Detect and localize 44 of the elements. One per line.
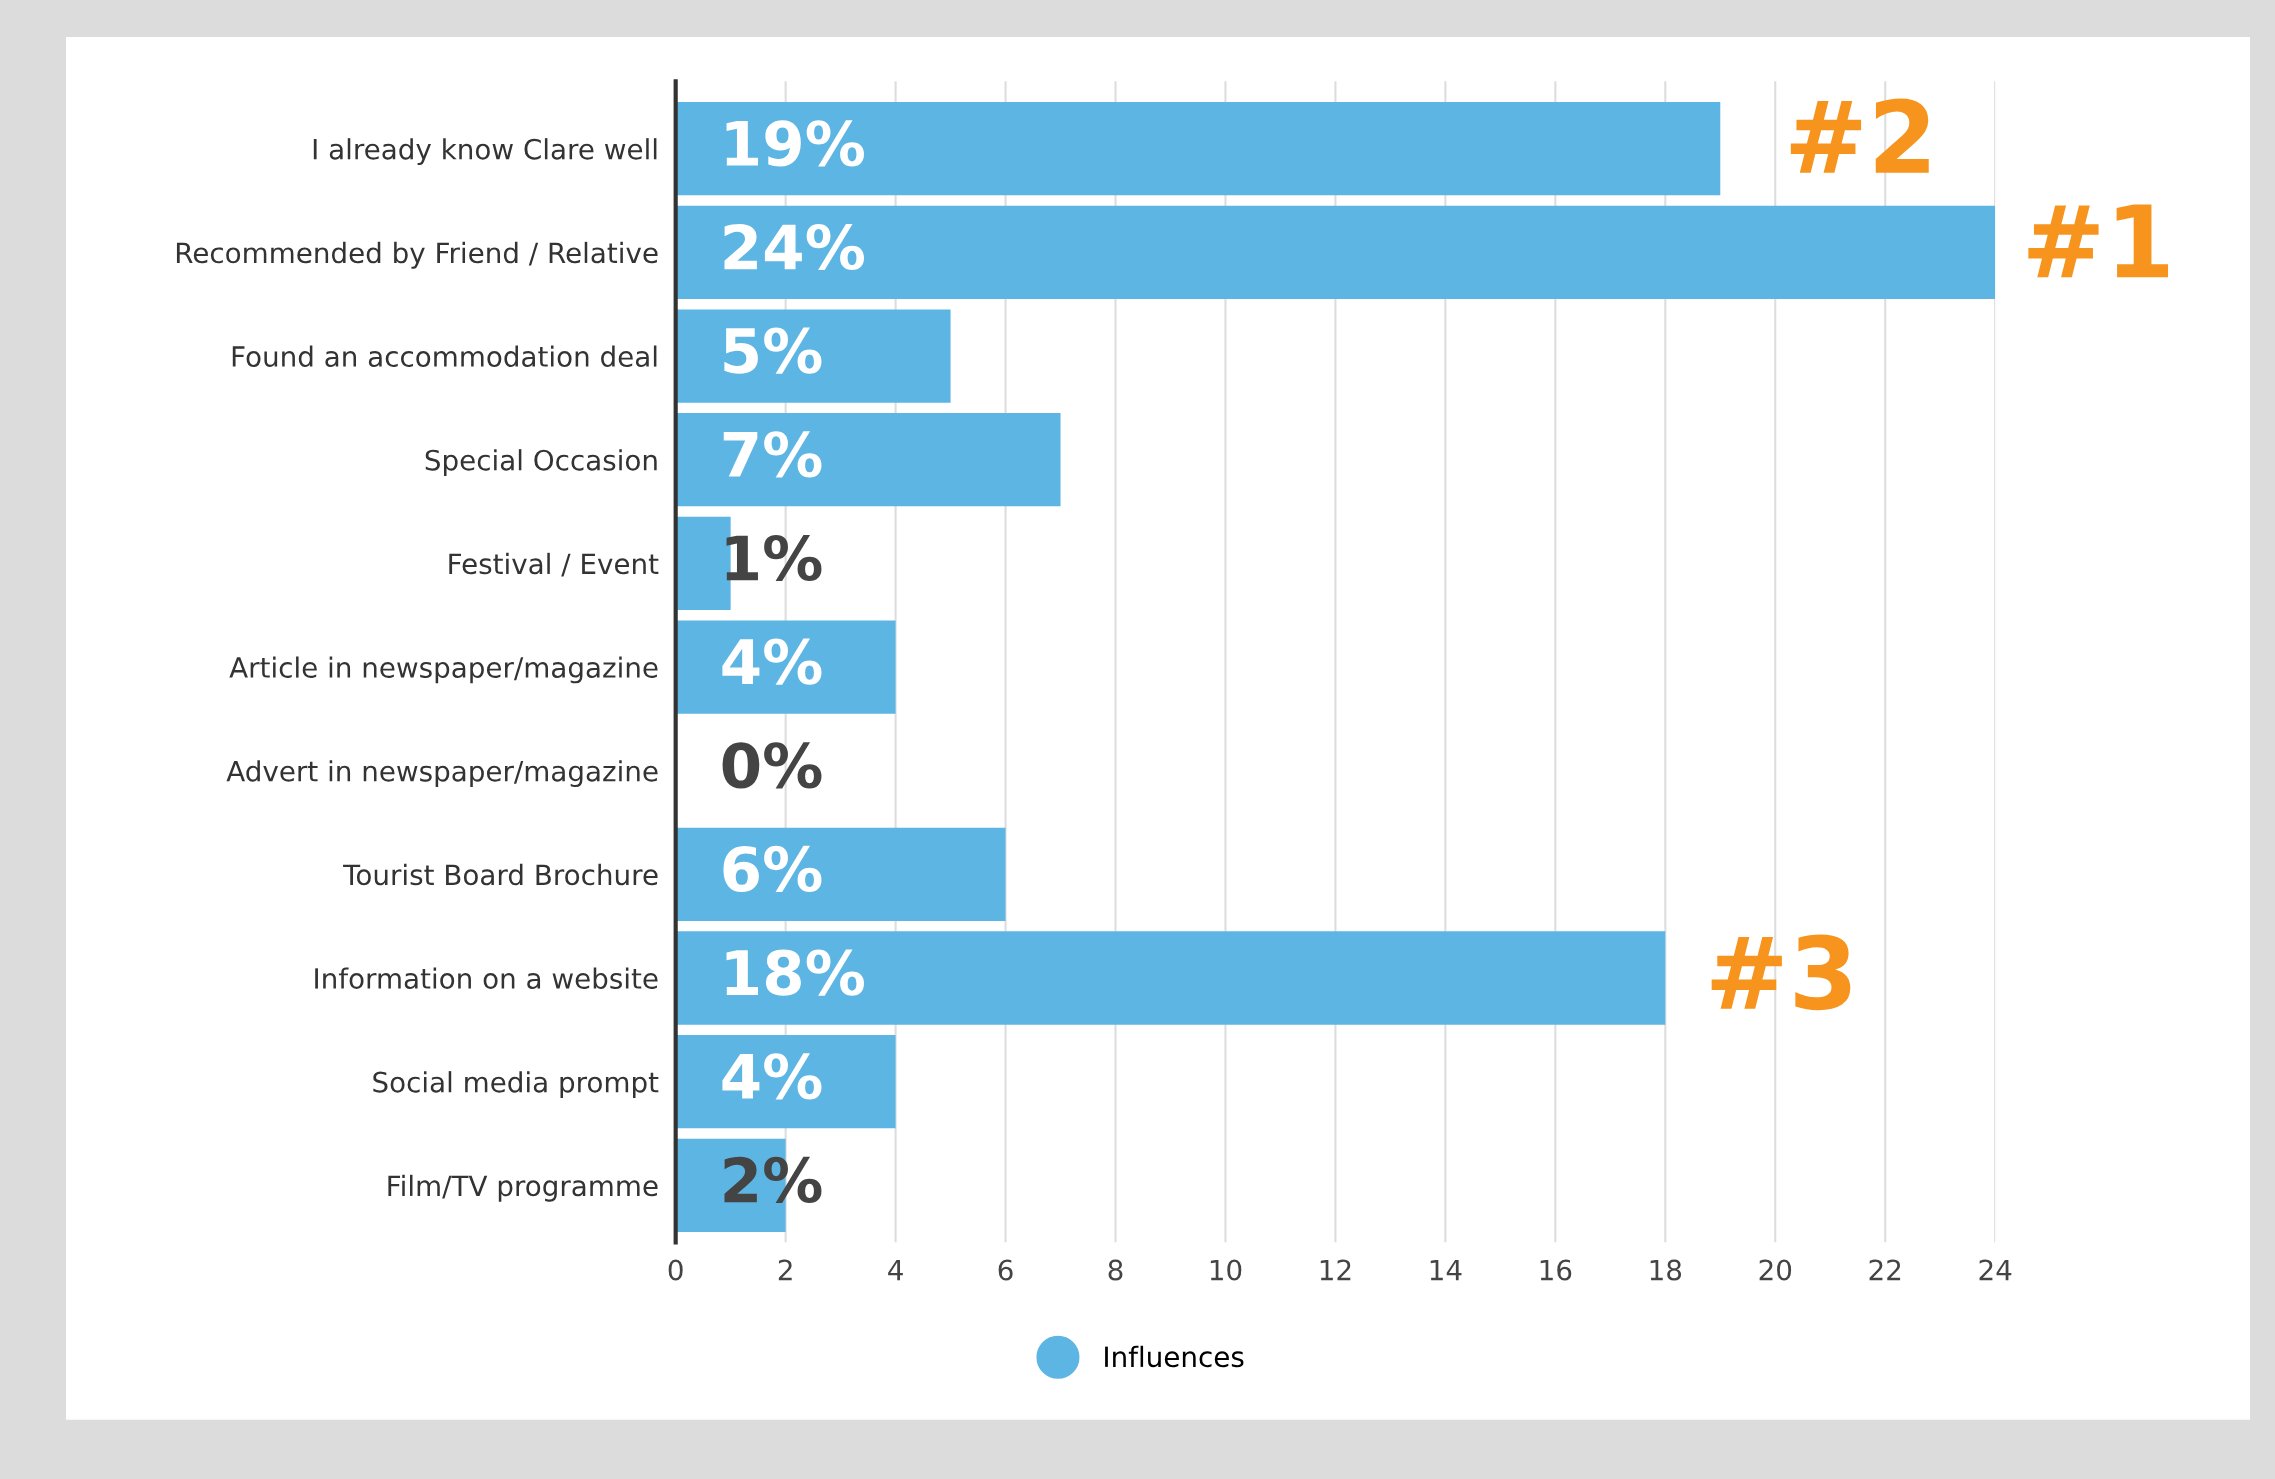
x-tick-label: 22 [1869,1259,1901,1281]
x-tick-label: 6 [998,1259,1013,1281]
y-tick-label: Festival / Event [449,552,659,577]
bar [675,102,1721,196]
y-tick-label: Advert in newspaper/magazine [226,760,658,788]
y-tick-label: Social media prompt [373,1071,659,1099]
text: 6% [723,845,822,893]
x-tick-label: 16 [1540,1259,1572,1281]
text: 0% [722,742,822,789]
x-tick-label: 20 [1759,1259,1792,1281]
bar [675,620,896,714]
bar [675,309,951,403]
y-tick-label: Special Occasion [425,449,657,477]
x-tick-label: 14 [1430,1259,1462,1281]
x-tick-label: 4 [888,1259,903,1281]
y-tick-label: Recommended by Friend / Relative [176,241,658,269]
text: 4% [722,638,822,685]
bar [675,827,1006,922]
y-tick-label: Information on a website [315,967,658,989]
y-tick-label: Tourist Board Brochure [343,863,658,886]
x-tick-label: 0 [668,1259,683,1281]
x-tick-label: 2 [778,1259,792,1281]
bar [675,413,1061,507]
y-tick-label: Found an accommodation deal [232,345,657,367]
x-tick-label: 10 [1210,1259,1242,1281]
bar [675,205,1996,300]
text: #1 [2028,204,2169,278]
bar [675,931,1666,1025]
x-tick-label: 18 [1650,1259,1682,1281]
x-tick-label: 8 [1108,1259,1123,1281]
x-tick-label: 12 [1320,1259,1351,1281]
y-tick-label: I already know Clare well [313,138,657,166]
annotation: #3 [1711,934,1851,1011]
text: 4% [722,1053,822,1100]
annotation: #2 [1790,98,1929,173]
y-tick-label: Article in newspaper/magazine [229,656,658,684]
x-tick-label: 24 [1979,1259,2012,1281]
text: 7% [723,431,822,478]
y-tick-label: Film/TV programme [388,1174,658,1202]
text: 5% [724,327,822,374]
legend-label: Influences [1105,1345,1244,1368]
text: 24% [724,223,864,271]
text: 18% [726,949,864,996]
text: 19% [726,120,864,167]
